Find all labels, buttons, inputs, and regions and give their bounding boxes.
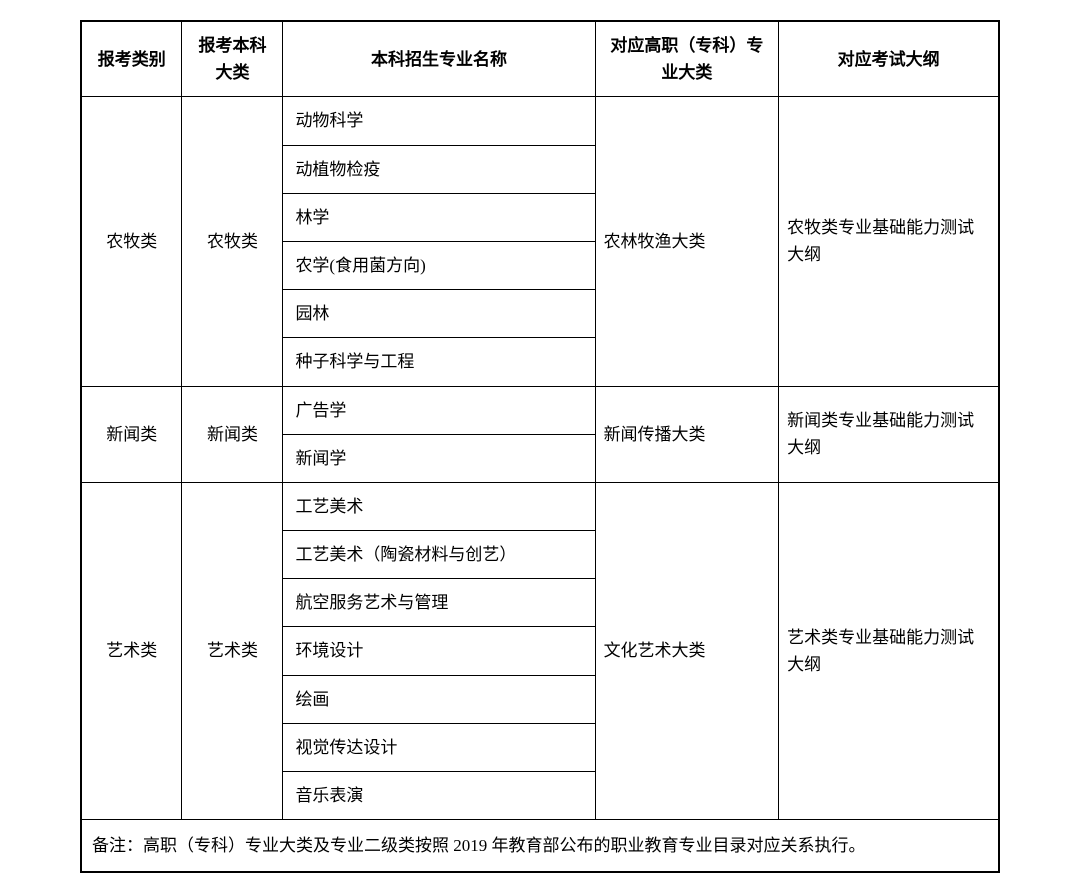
cell-undergrad-group: 新闻类 [182, 386, 283, 482]
header-vocational-group: 对应高职（专科）专业大类 [595, 21, 779, 97]
header-category: 报考类别 [81, 21, 182, 97]
table-row: 新闻类新闻类广告学新闻传播大类新闻类专业基础能力测试大纲 [81, 386, 999, 434]
cell-category: 艺术类 [81, 482, 182, 819]
table-header: 报考类别 报考本科大类 本科招生专业名称 对应高职（专科）专业大类 对应考试大纲 [81, 21, 999, 97]
cell-major: 广告学 [283, 386, 595, 434]
cell-category: 新闻类 [81, 386, 182, 482]
cell-exam-outline: 农牧类专业基础能力测试大纲 [779, 97, 999, 386]
cell-undergrad-group: 农牧类 [182, 97, 283, 386]
table-row: 艺术类艺术类工艺美术文化艺术大类艺术类专业基础能力测试大纲 [81, 482, 999, 530]
cell-major: 工艺美术 [283, 482, 595, 530]
cell-vocational-group: 农林牧渔大类 [595, 97, 779, 386]
table-row: 农牧类农牧类动物科学农林牧渔大类农牧类专业基础能力测试大纲 [81, 97, 999, 145]
table-note-row: 备注：高职（专科）专业大类及专业二级类按照 2019 年教育部公布的职业教育专业… [81, 820, 999, 873]
cell-vocational-group: 新闻传播大类 [595, 386, 779, 482]
cell-exam-outline: 艺术类专业基础能力测试大纲 [779, 482, 999, 819]
cell-major: 航空服务艺术与管理 [283, 579, 595, 627]
header-exam-outline: 对应考试大纲 [779, 21, 999, 97]
table-body: 农牧类农牧类动物科学农林牧渔大类农牧类专业基础能力测试大纲动植物检疫林学农学(食… [81, 97, 999, 873]
cell-major: 林学 [283, 193, 595, 241]
cell-category: 农牧类 [81, 97, 182, 386]
cell-undergrad-group: 艺术类 [182, 482, 283, 819]
cell-major: 新闻学 [283, 434, 595, 482]
cell-major: 园林 [283, 290, 595, 338]
cell-major: 音乐表演 [283, 772, 595, 820]
cell-major: 种子科学与工程 [283, 338, 595, 386]
cell-major: 农学(食用菌方向) [283, 241, 595, 289]
cell-exam-outline: 新闻类专业基础能力测试大纲 [779, 386, 999, 482]
cell-major: 动植物检疫 [283, 145, 595, 193]
cell-major: 工艺美术（陶瓷材料与创艺） [283, 531, 595, 579]
header-major-name: 本科招生专业名称 [283, 21, 595, 97]
cell-major: 动物科学 [283, 97, 595, 145]
table-note: 备注：高职（专科）专业大类及专业二级类按照 2019 年教育部公布的职业教育专业… [81, 820, 999, 873]
cell-major: 绘画 [283, 675, 595, 723]
majors-table: 报考类别 报考本科大类 本科招生专业名称 对应高职（专科）专业大类 对应考试大纲… [80, 20, 1000, 873]
cell-vocational-group: 文化艺术大类 [595, 482, 779, 819]
header-undergrad-group: 报考本科大类 [182, 21, 283, 97]
cell-major: 视觉传达设计 [283, 723, 595, 771]
cell-major: 环境设计 [283, 627, 595, 675]
